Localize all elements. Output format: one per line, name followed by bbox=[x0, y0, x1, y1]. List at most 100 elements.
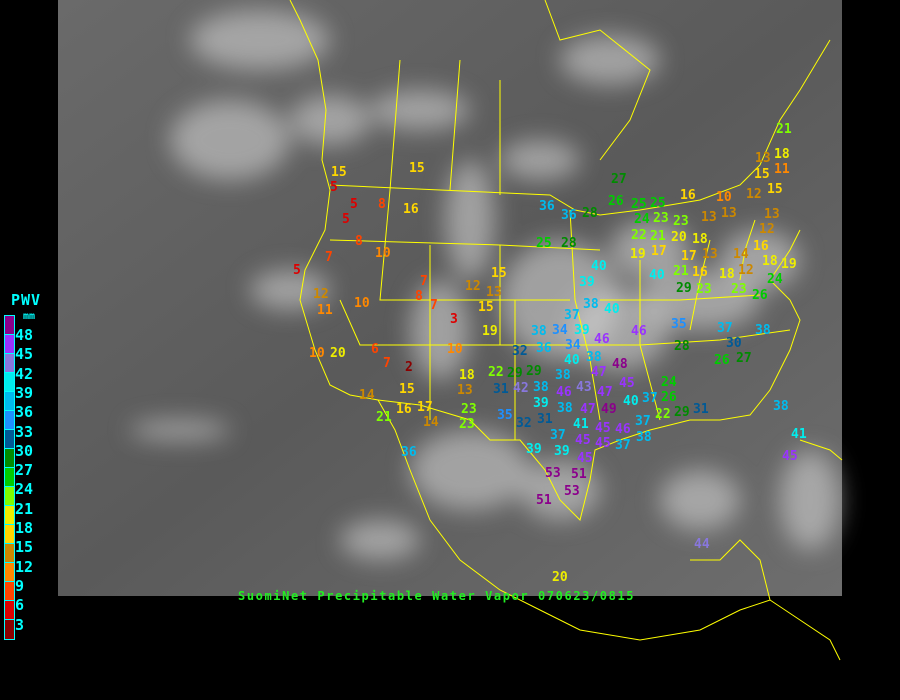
station-pwv-value: 25 bbox=[536, 236, 552, 251]
station-pwv-value: 40 bbox=[649, 268, 665, 283]
station-pwv-value: 15 bbox=[767, 182, 783, 197]
legend-swatch bbox=[5, 620, 14, 639]
station-pwv-value: 10 bbox=[309, 346, 325, 361]
station-pwv-value: 20 bbox=[552, 570, 568, 585]
legend-swatch bbox=[5, 373, 14, 392]
legend-swatch bbox=[5, 601, 14, 620]
station-pwv-value: 25 bbox=[650, 196, 666, 211]
cloud bbox=[250, 270, 330, 310]
legend-label: 3 bbox=[15, 615, 25, 634]
station-pwv-value: 40 bbox=[564, 353, 580, 368]
station-pwv-value: 39 bbox=[579, 275, 595, 290]
station-pwv-value: 27 bbox=[736, 351, 752, 366]
station-pwv-value: 41 bbox=[791, 427, 807, 442]
station-pwv-value: 20 bbox=[330, 346, 346, 361]
station-pwv-value: 26 bbox=[714, 353, 730, 368]
station-pwv-value: 10 bbox=[375, 246, 391, 261]
station-pwv-value: 21 bbox=[776, 122, 792, 137]
station-pwv-value: 17 bbox=[681, 249, 697, 264]
station-pwv-value: 36 bbox=[539, 199, 555, 214]
station-pwv-value: 12 bbox=[313, 287, 329, 302]
station-pwv-value: 39 bbox=[554, 444, 570, 459]
cloud bbox=[560, 35, 660, 85]
station-pwv-value: 45 bbox=[619, 376, 635, 391]
cloud bbox=[660, 470, 740, 530]
station-pwv-value: 21 bbox=[673, 264, 689, 279]
legend-label: 15 bbox=[15, 538, 34, 557]
legend-label: 21 bbox=[15, 499, 34, 518]
station-pwv-value: 10 bbox=[354, 296, 370, 311]
station-pwv-value: 36 bbox=[401, 445, 417, 460]
cloud bbox=[340, 520, 420, 560]
station-pwv-value: 13 bbox=[755, 151, 771, 166]
legend-swatch bbox=[5, 411, 14, 430]
station-pwv-value: 17 bbox=[651, 244, 667, 259]
station-pwv-value: 41 bbox=[573, 417, 589, 432]
cloud bbox=[190, 10, 330, 70]
station-pwv-value: 13 bbox=[457, 383, 473, 398]
station-pwv-value: 51 bbox=[536, 493, 552, 508]
station-pwv-value: 24 bbox=[767, 272, 783, 287]
cloud bbox=[520, 460, 600, 520]
station-pwv-value: 45 bbox=[595, 421, 611, 436]
station-pwv-value: 32 bbox=[516, 416, 532, 431]
station-pwv-value: 45 bbox=[595, 436, 611, 451]
station-pwv-value: 36 bbox=[536, 341, 552, 356]
station-pwv-value: 22 bbox=[655, 407, 671, 422]
station-pwv-value: 38 bbox=[773, 399, 789, 414]
station-pwv-value: 28 bbox=[674, 339, 690, 354]
station-pwv-value: 18 bbox=[459, 368, 475, 383]
station-pwv-value: 18 bbox=[762, 254, 778, 269]
station-pwv-value: 35 bbox=[671, 317, 687, 332]
station-pwv-value: 16 bbox=[403, 202, 419, 217]
station-pwv-value: 22 bbox=[631, 228, 647, 243]
color-scale-bar bbox=[4, 315, 15, 640]
station-pwv-value: 29 bbox=[676, 281, 692, 296]
station-pwv-value: 18 bbox=[719, 267, 735, 282]
legend-label: 6 bbox=[15, 596, 25, 615]
legend-label: 36 bbox=[15, 403, 34, 422]
station-pwv-value: 6 bbox=[371, 342, 379, 357]
station-pwv-value: 7 bbox=[383, 356, 391, 371]
station-pwv-value: 26 bbox=[661, 390, 677, 405]
station-pwv-value: 12 bbox=[759, 222, 775, 237]
station-pwv-value: 16 bbox=[680, 188, 696, 203]
political-borders bbox=[289, 0, 843, 661]
station-pwv-value: 46 bbox=[556, 385, 572, 400]
cloud bbox=[720, 230, 800, 290]
station-pwv-value: 23 bbox=[653, 211, 669, 226]
station-pwv-value: 39 bbox=[526, 442, 542, 457]
station-pwv-value: 23 bbox=[461, 402, 477, 417]
station-pwv-value: 45 bbox=[782, 449, 798, 464]
station-pwv-value: 47 bbox=[597, 385, 613, 400]
station-pwv-value: 38 bbox=[557, 401, 573, 416]
legend-label: 45 bbox=[15, 345, 34, 364]
station-pwv-value: 8 bbox=[415, 289, 423, 304]
station-pwv-value: 28 bbox=[561, 236, 577, 251]
station-pwv-value: 12 bbox=[746, 187, 762, 202]
station-pwv-value: 19 bbox=[482, 324, 498, 339]
station-pwv-value: 36 bbox=[561, 208, 577, 223]
station-pwv-value: 28 bbox=[582, 206, 598, 221]
legend-label: 9 bbox=[15, 576, 25, 595]
station-pwv-value: 15 bbox=[331, 165, 347, 180]
station-pwv-value: 40 bbox=[591, 259, 607, 274]
legend-swatch bbox=[5, 449, 14, 468]
legend-swatch bbox=[5, 525, 14, 544]
legend-swatch bbox=[5, 392, 14, 411]
station-pwv-value: 21 bbox=[376, 410, 392, 425]
station-pwv-value: 40 bbox=[623, 394, 639, 409]
legend-label: 48 bbox=[15, 326, 34, 344]
legend-label: 33 bbox=[15, 422, 34, 441]
station-pwv-value: 38 bbox=[533, 380, 549, 395]
station-pwv-value: 38 bbox=[755, 323, 771, 338]
station-pwv-value: 31 bbox=[693, 402, 709, 417]
station-pwv-value: 40 bbox=[604, 302, 620, 317]
station-pwv-value: 18 bbox=[692, 232, 708, 247]
legend-title: PWV bbox=[11, 291, 42, 309]
station-pwv-value: 29 bbox=[507, 366, 523, 381]
station-pwv-value: 22 bbox=[488, 365, 504, 380]
cloud bbox=[780, 450, 840, 550]
station-pwv-value: 44 bbox=[694, 537, 710, 552]
